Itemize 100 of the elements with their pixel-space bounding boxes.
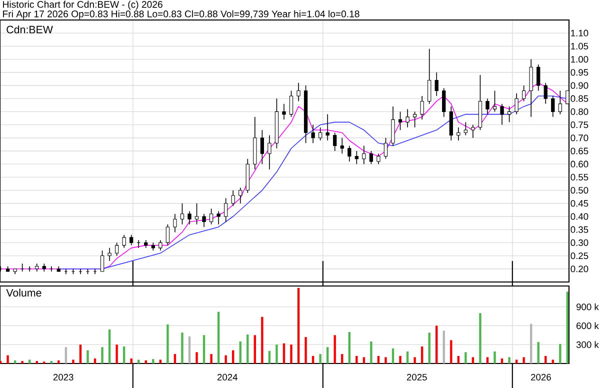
bar [370,341,372,364]
bar [210,354,212,364]
bar [50,360,53,364]
y-tick-label: 0.60 [570,160,588,168]
x-tick-label: 2024 [217,374,238,380]
x-tick-label: 2026 [531,374,551,380]
bar [464,352,467,364]
bar [261,316,264,364]
bar [202,335,206,364]
bar [500,358,504,364]
bar [138,360,140,364]
candlestick [114,242,119,256]
bar [21,360,24,364]
bar [174,354,176,364]
bar [254,335,256,364]
candlestick [268,134,272,170]
bar [508,357,510,364]
x-tick-label: 2023 [53,374,74,380]
candlestick [412,111,417,128]
bar [428,332,430,364]
candlestick [369,150,374,164]
candlestick [442,88,446,118]
y-tick-label: 1.05 [571,42,588,50]
bar [479,313,482,364]
bar [384,357,387,364]
bar [559,344,562,364]
candlestick [514,92,518,115]
bar [86,350,89,364]
bar [472,357,474,364]
y-tick-label: 300 k [576,341,599,348]
bar [392,348,394,364]
bar [457,356,460,364]
candlestick [108,248,112,262]
bar [224,355,227,364]
candlestick [209,208,214,225]
bar [414,357,416,364]
bar [28,360,31,364]
candlestick [260,130,264,164]
bar [268,350,271,364]
bar [566,292,569,364]
bar [530,324,532,364]
candlestick [296,82,300,102]
bar [348,332,350,364]
candlestick [544,82,548,104]
candlestick [122,234,126,248]
candlestick [180,202,184,225]
candlestick [100,250,104,272]
bar [494,352,496,364]
bar [122,346,126,364]
bar [196,352,198,364]
bar [442,330,445,364]
annotation: Cdn:BEW [6,26,53,34]
candlestick [282,103,286,120]
y-tick-label: 0.35 [570,226,588,233]
y-tick-label: 0.65 [570,148,588,154]
bar [362,357,366,364]
y-tick-label: 900 k [576,303,599,310]
candlestick [486,98,490,115]
bar [356,356,358,364]
bar [36,360,38,364]
y-tick-label: 0.80 [570,108,588,115]
annotation: Volume [6,288,42,297]
bar [94,358,96,364]
candlestick [428,48,432,104]
candlestick [216,210,220,225]
y-tick-label: 0.55 [570,174,588,180]
bar [450,340,452,364]
bar [130,358,132,364]
candlestick [551,96,555,118]
bar [108,329,111,364]
bar [290,344,292,364]
chart-subtitle: Fri Apr 17 2026 Op=0.83 Hi=0.88 Lo=0.83 Cl=0.88 Vol=99,739 Year hi=1.04 lo=0.18 [3,10,360,20]
bar [377,356,380,364]
candlestick [340,137,344,154]
candlestick [522,85,526,102]
bar [79,344,82,364]
bar [276,344,278,364]
bar [515,360,518,364]
candlestick [456,127,460,141]
bar [217,312,220,364]
bar [544,356,547,364]
y-tick-label: 0.20 [570,266,588,272]
chart-title: Historic Chart for Cdn:BEW - (c) 2026 [3,0,162,10]
y-tick-label: 0.90 [570,82,588,89]
y-tick-label: 0.85 [570,95,588,102]
y-tick-label: 0.50 [570,187,588,194]
y-tick-label: 0.75 [570,122,588,128]
bar [326,347,329,364]
candlestick [93,268,97,275]
bar [58,360,60,364]
candlestick [362,145,366,164]
y-tick-label: 0.30 [570,239,588,246]
candlestick [348,145,352,162]
candlestick [130,234,134,246]
bar [486,357,489,364]
bar [116,344,118,364]
bar [188,336,191,364]
candlestick [464,122,468,136]
bar [246,334,249,364]
candlestick [64,268,68,275]
